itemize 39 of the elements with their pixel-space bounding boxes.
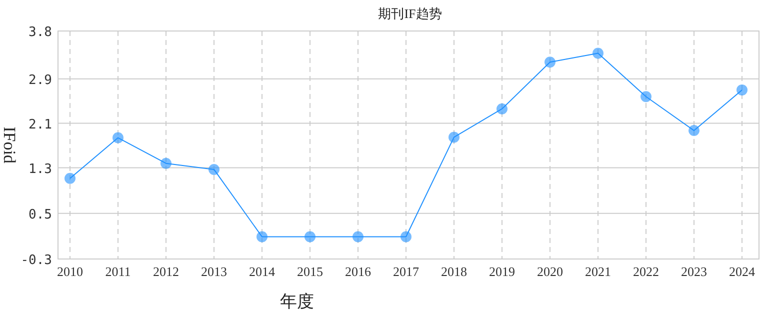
x-tick-label: 2013: [201, 264, 227, 279]
point: [736, 84, 748, 96]
y-axis-title: IFoid: [0, 126, 19, 164]
x-tick-label: 2016: [345, 264, 372, 279]
point: [496, 103, 508, 114]
x-tick-label: 2015: [297, 264, 323, 279]
y-tick-label: 2.9: [28, 72, 52, 88]
x-tick-label: 2023: [681, 264, 707, 279]
point: [688, 125, 700, 136]
x-tick-label: 2020: [537, 264, 563, 279]
point: [640, 91, 652, 102]
point: [160, 158, 172, 169]
x-tick-label: 2021: [585, 264, 611, 279]
point: [64, 172, 76, 184]
x-tick-label: 2012: [153, 264, 179, 279]
x-tick-label: 2010: [57, 264, 83, 279]
x-axis-title: 年度: [280, 292, 314, 311]
point: [304, 231, 316, 242]
chart-title: 期刊IF趋势: [378, 6, 442, 21]
y-tick-label: 2.1: [28, 117, 52, 132]
point: [352, 231, 364, 242]
point: [208, 164, 220, 175]
y-tick-label: 3.8: [28, 25, 52, 40]
x-tick-label: 2024: [729, 264, 756, 279]
point: [112, 132, 124, 144]
x-tick-label: 2017: [393, 264, 420, 279]
y-tick-label: -0.3: [20, 253, 52, 268]
point: [256, 231, 268, 242]
x-tick-label: 2014: [249, 264, 276, 279]
point: [448, 132, 460, 143]
x-tick-label: 2011: [105, 264, 131, 279]
x-tick-label: 2019: [489, 264, 515, 279]
point: [400, 231, 412, 242]
x-tick-label: 2018: [441, 264, 467, 279]
x-tick-label: 2022: [633, 264, 659, 279]
y-tick-label: 1.3: [28, 162, 52, 177]
point: [592, 48, 604, 59]
y-tick-label: 0.5: [28, 207, 52, 222]
point: [544, 56, 556, 68]
